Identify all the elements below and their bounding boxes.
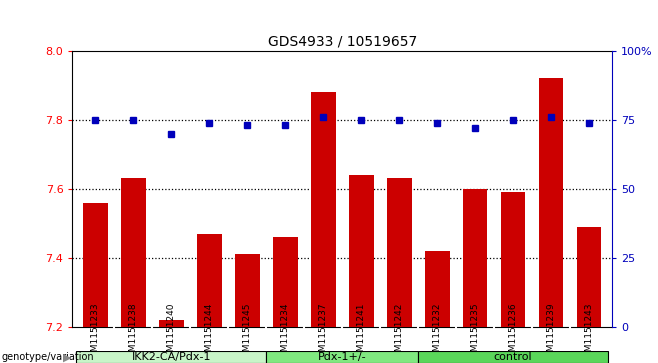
Bar [539,78,563,327]
Text: GSM1151233: GSM1151233 [91,303,99,363]
Text: GSM1151245: GSM1151245 [243,303,251,363]
Bar [159,320,184,327]
Text: GSM1151239: GSM1151239 [547,303,555,363]
Text: GSM1151243: GSM1151243 [585,303,594,363]
Text: GSM1151240: GSM1151240 [166,303,176,363]
Text: GSM1151244: GSM1151244 [205,303,214,363]
Text: GSM1151242: GSM1151242 [395,303,403,363]
Text: IKK2-CA/Pdx-1: IKK2-CA/Pdx-1 [132,352,211,362]
Bar [501,192,526,327]
Bar [387,178,411,327]
Bar [425,251,449,327]
Bar [463,189,488,327]
Text: genotype/variation: genotype/variation [1,352,94,362]
Text: GSM1151232: GSM1151232 [433,303,442,363]
Text: ▶: ▶ [63,352,72,362]
Text: GSM1151237: GSM1151237 [318,303,328,363]
Bar [197,234,222,327]
Text: GSM1151235: GSM1151235 [470,303,480,363]
Text: control: control [494,352,532,362]
Bar [418,351,608,363]
Bar [311,92,336,327]
Title: GDS4933 / 10519657: GDS4933 / 10519657 [268,34,417,48]
Bar [235,254,259,327]
Text: GSM1151241: GSM1151241 [357,303,366,363]
Text: GSM1151238: GSM1151238 [129,303,138,363]
Bar [266,351,418,363]
Bar [577,227,601,327]
Bar [121,178,145,327]
Text: Pdx-1+/-: Pdx-1+/- [318,352,367,362]
Bar [349,175,374,327]
Bar [273,237,297,327]
Bar [76,351,266,363]
Text: GSM1151234: GSM1151234 [281,303,290,363]
Bar [83,203,107,327]
Text: GSM1151236: GSM1151236 [509,303,518,363]
